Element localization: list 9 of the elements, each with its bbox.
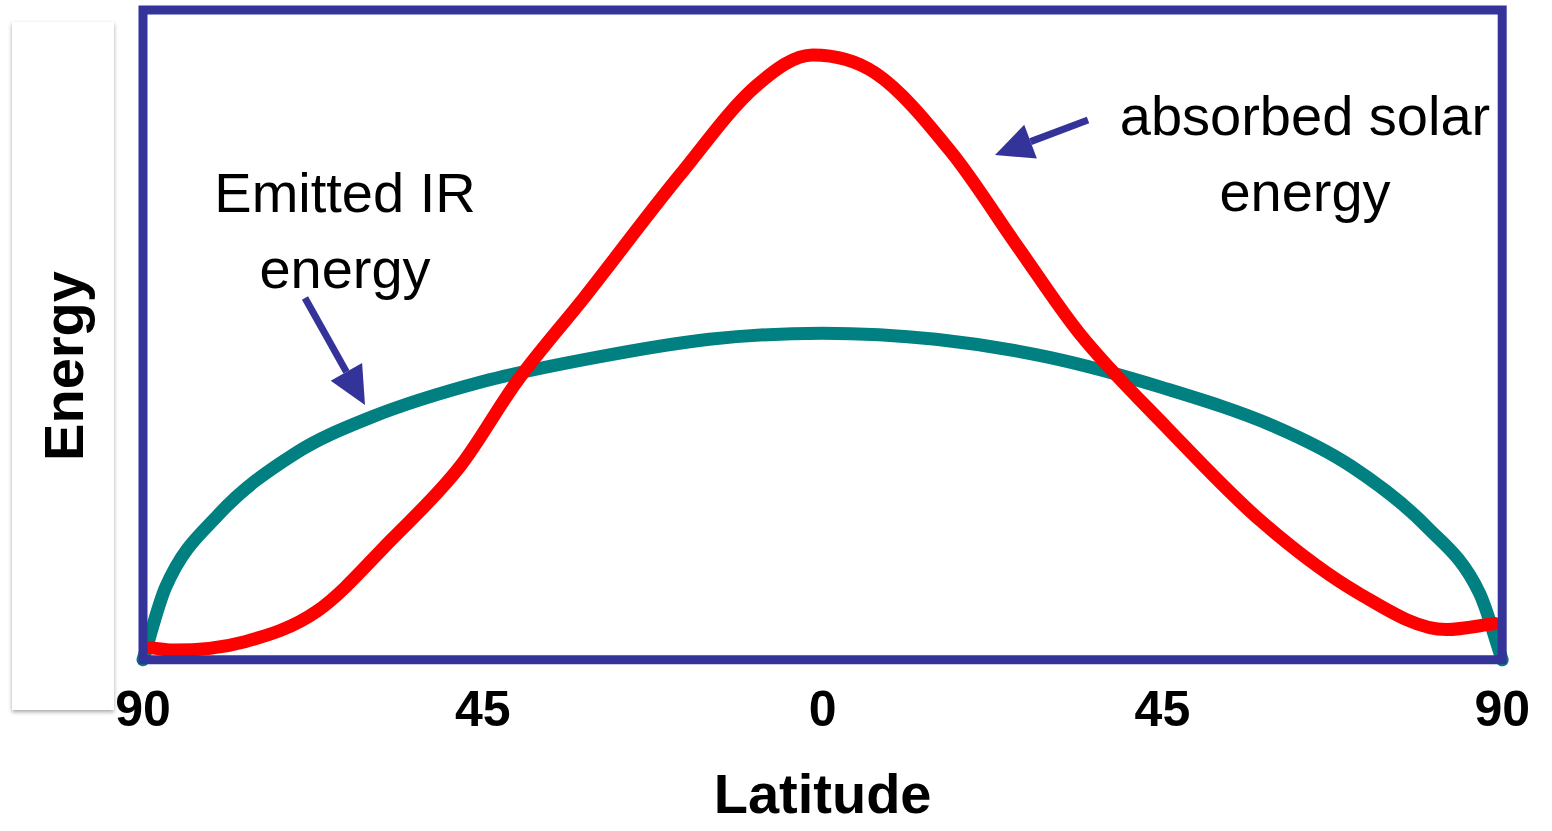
x-tick-label: 45	[454, 680, 511, 737]
y-axis-title: Energy	[30, 271, 96, 461]
x-axis-title: Latitude	[713, 761, 932, 825]
x-tick-label: 90	[115, 680, 171, 737]
series-label: absorbed solar energy	[1118, 83, 1492, 225]
x-tick-label: 0	[808, 680, 837, 737]
series-label: Emitted IR energy	[213, 160, 477, 302]
x-tick-label: 90	[1474, 680, 1530, 737]
x-tick-label: 45	[1134, 680, 1191, 737]
